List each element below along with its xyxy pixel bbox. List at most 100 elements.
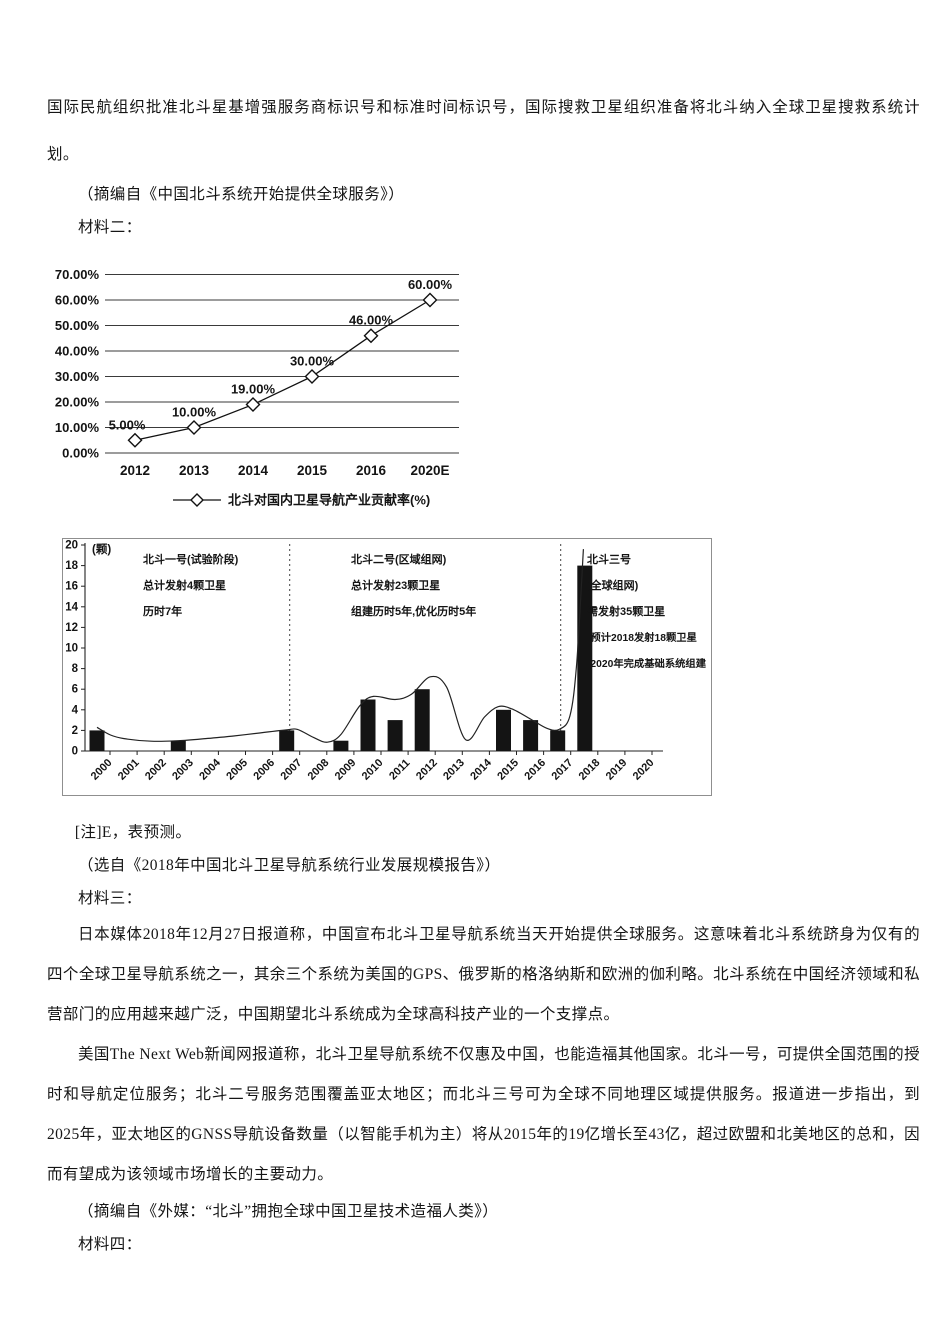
x-tick-label: 2006 — [251, 757, 277, 783]
y-tick-label: 50.00% — [55, 318, 99, 333]
annotation-line: 组建历时5年,优化历时5年 — [351, 604, 476, 618]
x-tick-label: 2016 — [522, 757, 548, 783]
bar-2011 — [387, 720, 403, 751]
y-tick-label: 20.00% — [55, 395, 99, 410]
material4-label: 材料四： — [78, 1236, 142, 1253]
x-tick-label: 2015 — [297, 463, 328, 478]
point-label: 60.00% — [408, 277, 453, 292]
y-tick-label: 4 — [72, 704, 79, 716]
unit-label: (颗) — [92, 543, 111, 556]
y-tick-label: 0 — [72, 746, 78, 758]
x-tick-label: 2016 — [356, 463, 387, 478]
annotation-line: ·2020年完成基础系统组建 — [587, 657, 707, 670]
y-tick-label: 2 — [72, 725, 78, 737]
annotation-line: 需发射35颗卫星 — [587, 604, 665, 618]
y-tick-label: 30.00% — [55, 369, 99, 384]
x-tick-label: 2019 — [604, 757, 630, 783]
legend-label: 北斗对国内卫星导航产业贡献率(%) — [228, 493, 430, 508]
x-tick-label: 2018 — [577, 757, 603, 783]
bar-2017 — [550, 730, 566, 751]
data-line — [134, 299, 431, 441]
x-tick-label: 2009 — [333, 757, 359, 783]
x-tick-label: 2011 — [387, 757, 412, 782]
y-tick-label: 10.00% — [55, 420, 99, 435]
line-chart: 0.00% 10.00% 20.00% 30.00% 40.00% 50.00% 60.00… — [55, 250, 525, 518]
point-label: 30.00% — [290, 354, 335, 369]
y-tick-label: 40.00% — [55, 344, 99, 359]
bar-chart-svg: 0 2 4 6 8 10 12 14 16 18 20 (颗) 2000 2001 2002 2003 2004… — [65, 540, 707, 783]
line-chart-svg: 0.00% 10.00% 20.00% 30.00% 40.00% 50.00% 60.00… — [55, 267, 459, 508]
attribution-material2: （选自《2018年中国北斗卫星导航系统行业发展规模报告》） — [78, 857, 501, 874]
material3-label: 材料三： — [78, 890, 142, 907]
y-tick-label: 14 — [65, 601, 78, 613]
annotation-line: 北斗二号(区域组网) — [351, 552, 447, 566]
x-tick-label: 2001 — [116, 757, 142, 783]
x-tick-label: 2012 — [414, 757, 440, 783]
bar-2016 — [523, 720, 539, 751]
y-tick-label: 0.00% — [62, 446, 99, 461]
point-label: 10.00% — [172, 405, 217, 420]
x-tick-label: 2020E — [410, 463, 449, 478]
legend-diamond-icon — [190, 493, 204, 507]
attribution-material3: （摘编自《外媒：“北斗”拥抱全球中国卫星技术造福人类》） — [78, 1203, 499, 1220]
x-tick-label: 2013 — [441, 757, 467, 783]
annotation-line: 北斗一号(试验阶段) — [143, 552, 239, 566]
x-tick-label: 2007 — [279, 757, 305, 783]
diamond-marker — [127, 432, 143, 448]
bar-2015 — [496, 709, 511, 751]
bar-2009 — [333, 740, 349, 751]
y-tick-label: 20 — [65, 540, 78, 552]
attribution-material1: （摘编自《中国北斗系统开始提供全球服务》） — [78, 186, 405, 203]
material2-label: 材料二： — [78, 219, 142, 236]
x-tick-label: 2013 — [179, 463, 210, 478]
bar-2010 — [360, 699, 376, 751]
y-tick-label: 70.00% — [55, 267, 99, 282]
x-tick-label: 2008 — [306, 757, 332, 783]
document-page: 国际民航组织批准北斗星基增强服务商标识号和标准时间标识号，国际搜救卫星组织准备将… — [47, 99, 920, 1253]
diamond-marker — [422, 292, 438, 308]
x-tick-label: 2020 — [631, 757, 657, 783]
y-tick-label: 6 — [72, 684, 78, 696]
x-tick-label: 2005 — [224, 757, 250, 783]
annotation-line: 北斗三号 — [587, 552, 631, 566]
bar-chart: 0 2 4 6 8 10 12 14 16 18 20 (颗) 2000 2001 2002 2003 2004… — [62, 538, 712, 796]
bar-2000 — [89, 730, 105, 751]
diamond-marker — [186, 420, 202, 435]
y-tick-label: 16 — [65, 581, 78, 593]
point-label: 46.00% — [349, 313, 394, 328]
annotation-line: 总计发射4颗卫星 — [143, 578, 226, 592]
bar-2003 — [170, 740, 186, 751]
annotation-line: 历时7年 — [143, 604, 182, 618]
annotation-line: 总计发射23颗卫星 — [351, 578, 440, 592]
y-tick-label: 12 — [65, 622, 78, 634]
x-tick-label: 2003 — [170, 757, 196, 783]
y-tick-label: 60.00% — [55, 293, 99, 308]
x-tick-label: 2014 — [468, 756, 494, 782]
x-tick-label: 2012 — [120, 463, 150, 478]
x-tick-label: 2000 — [89, 757, 115, 783]
bar-2012 — [414, 689, 430, 751]
paragraph-material3-2: 美国The Next Web新闻网报道称，北斗卫星导航系统不仅惠及中国，也能造福… — [47, 1046, 920, 1183]
diamond-marker — [304, 369, 320, 384]
bar-2018 — [577, 565, 593, 751]
y-tick-label: 18 — [65, 560, 78, 572]
x-tick-label: 2015 — [495, 757, 521, 783]
x-tick-label: 2014 — [238, 463, 269, 478]
x-tick-label: 2010 — [360, 757, 386, 783]
point-label: 5.00% — [109, 417, 146, 432]
y-tick-label: 10 — [65, 643, 78, 655]
point-label: 19.00% — [231, 382, 276, 397]
diamond-marker — [245, 397, 261, 413]
annotation-line: (全球组网) — [587, 578, 639, 592]
paragraph-material3-1: 日本媒体2018年12月27日报道称，中国宣布北斗卫星导航系统当天开始提供全球服… — [47, 926, 920, 1023]
paragraph-material1-continuation: 国际民航组织批准北斗星基增强服务商标识号和标准时间标识号，国际搜救卫星组织准备将… — [47, 99, 920, 163]
x-tick-label: 2004 — [197, 756, 223, 782]
chart-note: [注]E，表预测。 — [74, 824, 192, 841]
x-tick-label: 2002 — [143, 757, 169, 783]
x-tick-label: 2017 — [550, 757, 576, 783]
annotation-line: ·预计2018发射18颗卫星 — [587, 631, 697, 644]
diamond-marker — [363, 328, 379, 344]
bar-2007 — [279, 730, 295, 751]
y-tick-label: 8 — [72, 663, 79, 675]
trend-curve — [96, 549, 584, 743]
